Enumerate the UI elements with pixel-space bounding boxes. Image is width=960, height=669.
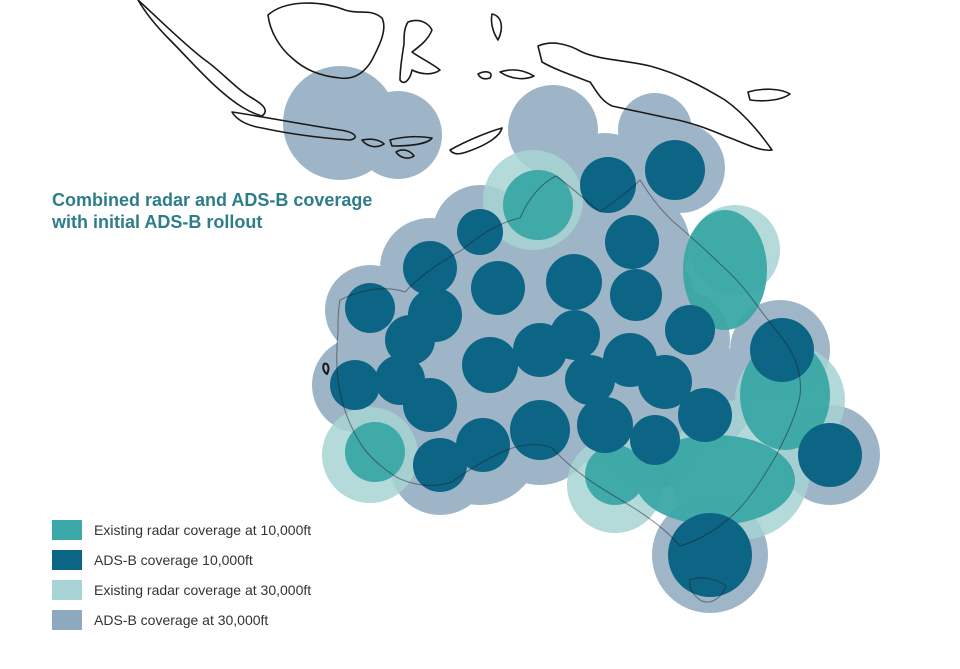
ads-b-10000ft-coverage-area [546, 254, 602, 310]
ads-b-10000ft-coverage-area [462, 337, 518, 393]
ads-b-10000ft-coverage-area [403, 378, 457, 432]
radar-10000ft-coverage-area [345, 422, 405, 482]
ads-b-10000ft-coverage-area [668, 513, 752, 597]
coastline-timor [449, 127, 503, 155]
legend-label-adsb-30000ft: ADS-B coverage at 30,000ft [94, 612, 269, 628]
coastline-sumbawa [389, 135, 433, 147]
ads-b-10000ft-coverage-area [330, 360, 380, 410]
coastline-sumatra [137, 0, 267, 117]
coastline-bali-lombok [361, 138, 385, 148]
ads-b-10000ft-coverage-area [580, 157, 636, 213]
ads-b-10000ft-coverage-area [630, 415, 680, 465]
radar-10000ft-coverage-area [585, 445, 645, 505]
legend-label-radar-10000ft: Existing radar coverage at 10,000ft [94, 522, 312, 538]
coastline-buru [499, 69, 535, 80]
ads-b-10000ft-coverage-area [665, 305, 715, 355]
ads-b-30000ft-coverage-area [354, 91, 442, 179]
coastline-australia [336, 175, 802, 547]
ads-b-10000ft-coverage-area [471, 261, 525, 315]
ads-b-10000ft-coverage-area [750, 318, 814, 382]
coastline-new-britain [747, 88, 791, 102]
legend-swatch-adsb-30000ft [52, 610, 82, 630]
legend-label-adsb-10000ft: ADS-B coverage 10,000ft [94, 552, 253, 568]
ads-b-10000ft-coverage-area [605, 215, 659, 269]
ads-b-10000ft-coverage-area [550, 310, 600, 360]
coastline-tasmania [688, 577, 727, 603]
map-title: Combined radar and ADS-B coverage with i… [52, 189, 372, 233]
coastline-sulawesi [399, 19, 441, 84]
ads-b-10000ft-coverage-area [565, 355, 615, 405]
ads-b-10000ft-coverage-layer [330, 140, 862, 597]
ads-b-10000ft-coverage-area [456, 418, 510, 472]
ads-b-10000ft-coverage-area [345, 283, 395, 333]
coastline-halmahera [490, 13, 503, 41]
coastline-barrow-island [322, 362, 330, 375]
ads-b-10000ft-coverage-area [610, 269, 662, 321]
coastline-java [231, 111, 356, 141]
map-title-line-2: with initial ADS-B rollout [52, 212, 263, 232]
ads-b-10000ft-coverage-area [577, 397, 633, 453]
radar-10000ft-coverage-area [683, 210, 767, 330]
ads-b-10000ft-coverage-area [385, 315, 435, 365]
legend-swatch-adsb-10000ft [52, 550, 82, 570]
ads-b-10000ft-coverage-area [798, 423, 862, 487]
ads-b-10000ft-coverage-area [510, 400, 570, 460]
legend-label-radar-30000ft: Existing radar coverage at 30,000ft [94, 582, 312, 598]
coastline-layer [137, 0, 802, 603]
coastline-flores [395, 149, 415, 159]
legend-swatch-radar-30000ft [52, 580, 82, 600]
legend-swatch-radar-10000ft [52, 520, 82, 540]
ads-b-10000ft-coverage-area [457, 209, 503, 255]
coastline-borneo [267, 2, 385, 80]
ads-b-10000ft-coverage-area [645, 140, 705, 200]
ads-b-10000ft-coverage-area [413, 438, 467, 492]
radar-10000ft-coverage-area [503, 170, 573, 240]
radar-10000ft-coverage-area [635, 435, 795, 525]
map-title-line-1: Combined radar and ADS-B coverage [52, 190, 373, 210]
coastline-new-guinea [537, 42, 773, 152]
coastline-seram [477, 71, 492, 80]
ads-b-10000ft-coverage-area [678, 388, 732, 442]
ads-b-10000ft-coverage-area [403, 241, 457, 295]
ads-b-10000ft-coverage-area [638, 355, 692, 409]
